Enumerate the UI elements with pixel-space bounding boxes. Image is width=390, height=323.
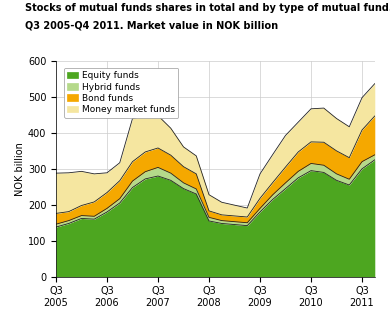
Text: Stocks of mutual funds shares in total and by type of mutual fund.: Stocks of mutual funds shares in total a… (25, 3, 390, 13)
Legend: Equity funds, Hybrid funds, Bond funds, Money market funds: Equity funds, Hybrid funds, Bond funds, … (64, 68, 178, 118)
Y-axis label: NOK billion: NOK billion (15, 142, 25, 196)
Text: Q3 2005-Q4 2011. Market value in NOK billion: Q3 2005-Q4 2011. Market value in NOK bil… (25, 21, 278, 31)
